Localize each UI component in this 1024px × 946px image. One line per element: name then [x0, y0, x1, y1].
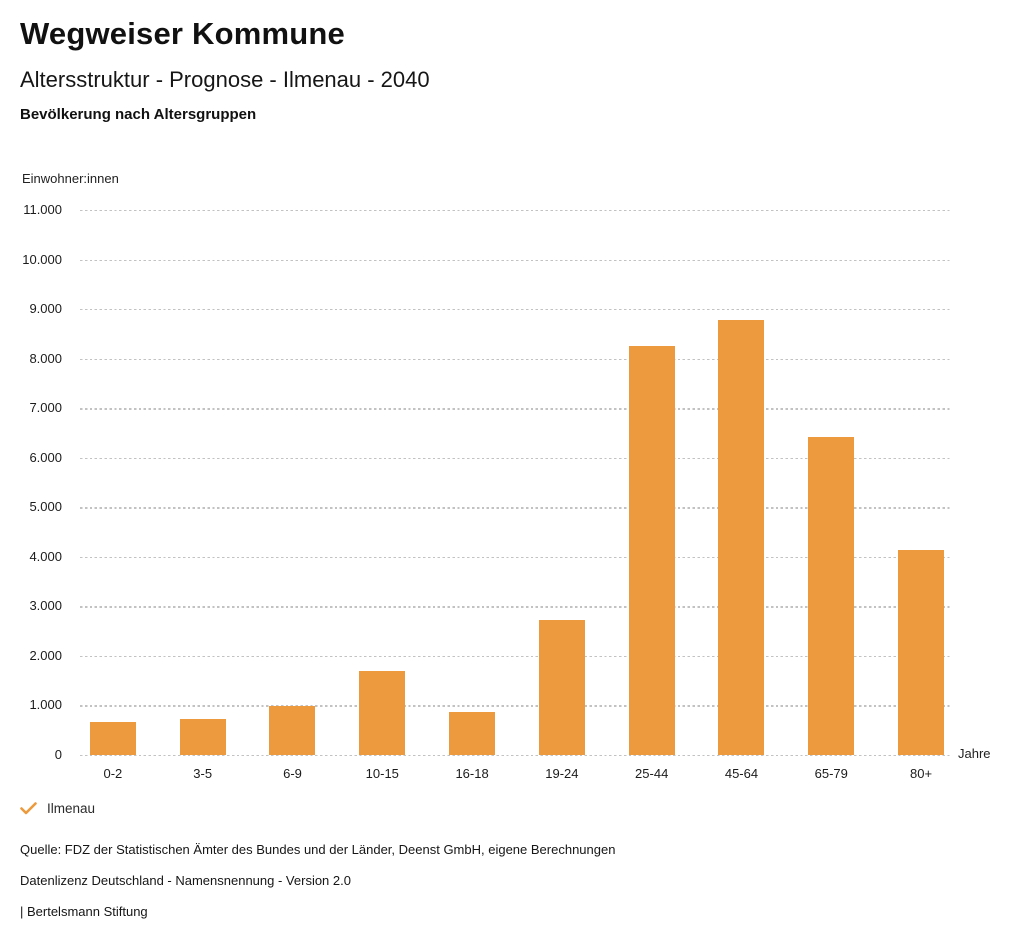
- gridline: [80, 556, 952, 559]
- x-tick-label: 25-44: [635, 766, 669, 781]
- checkmark-icon: [20, 802, 37, 815]
- legend-item-ilmenau[interactable]: Ilmenau: [20, 801, 95, 816]
- x-tick-label: 45-64: [724, 766, 759, 781]
- page-title: Altersstruktur - Prognose - Ilmenau - 20…: [20, 67, 430, 92]
- bar-3-5[interactable]: [179, 719, 226, 755]
- bar-column: [697, 210, 787, 755]
- y-tick-label: 7.000: [29, 400, 62, 416]
- gridline: [80, 309, 952, 311]
- bar-column: [248, 210, 338, 755]
- bars: [68, 210, 966, 755]
- y-tick-label: 5.000: [29, 499, 62, 515]
- x-axis-unit: Jahre: [958, 746, 991, 761]
- bar-column: [786, 210, 876, 755]
- attribution-text: | Bertelsmann Stiftung: [20, 904, 148, 919]
- x-tick-label: 80+: [910, 766, 933, 781]
- x-labels: 0-2 3-5 6-9 10-15 16-18 19-24 25-44 45-64 65-79 8…: [68, 766, 966, 781]
- x-tick-label: 0-2: [103, 766, 123, 781]
- bar-65-79[interactable]: [808, 436, 855, 755]
- y-tick-label: 0: [54, 747, 62, 762]
- bar-column: [607, 210, 697, 755]
- gridline: [80, 358, 952, 361]
- x-tick-label: 10-15: [365, 766, 399, 781]
- bar-column: [876, 210, 966, 755]
- y-tick-label: 9.000: [29, 301, 62, 317]
- gridline: [80, 210, 952, 212]
- x-tick-label: 65-79: [814, 766, 848, 781]
- gridlines: [80, 210, 952, 757]
- header: Wegweiser Kommune Altersstruktur - Progn…: [20, 0, 980, 125]
- y-tick-label: 4.000: [29, 548, 62, 564]
- bar-column: [158, 210, 248, 755]
- y-tick-label: 1.000: [29, 697, 62, 713]
- bar-6-9[interactable]: [269, 705, 316, 755]
- bar-column: [427, 210, 517, 755]
- y-tick-label: 10.000: [22, 251, 62, 267]
- license-text: Datenlizenz Deutschland - Namensnennung …: [20, 873, 351, 888]
- gridline: [80, 259, 952, 261]
- gridline: [80, 655, 952, 658]
- bar-16-18[interactable]: [449, 712, 496, 755]
- y-tick-label: 2.000: [29, 647, 62, 663]
- x-tick-label: 19-24: [545, 766, 579, 781]
- y-tick-label: 11.000: [23, 202, 62, 217]
- y-tick-label: 3.000: [29, 598, 62, 614]
- gridline: [80, 408, 952, 410]
- gridline: [80, 755, 952, 757]
- x-tick-label: 3-5: [193, 766, 213, 781]
- bar-45-64[interactable]: [718, 319, 765, 755]
- bar-column: [68, 210, 158, 755]
- footer: Quelle: FDZ der Statistischen Ämter des …: [20, 841, 1000, 934]
- gridline: [80, 606, 952, 608]
- bar-25-44[interactable]: [628, 345, 675, 755]
- y-axis-title: Einwohner:innen: [22, 171, 119, 186]
- y-tick-label: 6.000: [29, 449, 62, 465]
- bar-80+[interactable]: [898, 549, 945, 755]
- bar-19-24[interactable]: [538, 620, 585, 755]
- chart-heading: Bevölkerung nach Altersgruppen: [20, 106, 257, 123]
- x-tick-label: 16-18: [455, 766, 489, 781]
- y-tick-label: 8.000: [29, 350, 62, 366]
- bar-column: [337, 210, 427, 755]
- legend-label: Ilmenau: [47, 801, 96, 816]
- source-text: Quelle: FDZ der Statistischen Ämter des …: [20, 842, 616, 857]
- gridline: [80, 705, 952, 707]
- gridline: [80, 507, 952, 509]
- bar-0-2[interactable]: [89, 722, 136, 755]
- bar-10-15[interactable]: [359, 670, 406, 755]
- app-title: Wegweiser Kommune: [20, 16, 345, 51]
- x-tick-label: 6-9: [283, 766, 302, 781]
- gridline: [80, 457, 952, 460]
- bar-column: [517, 210, 607, 755]
